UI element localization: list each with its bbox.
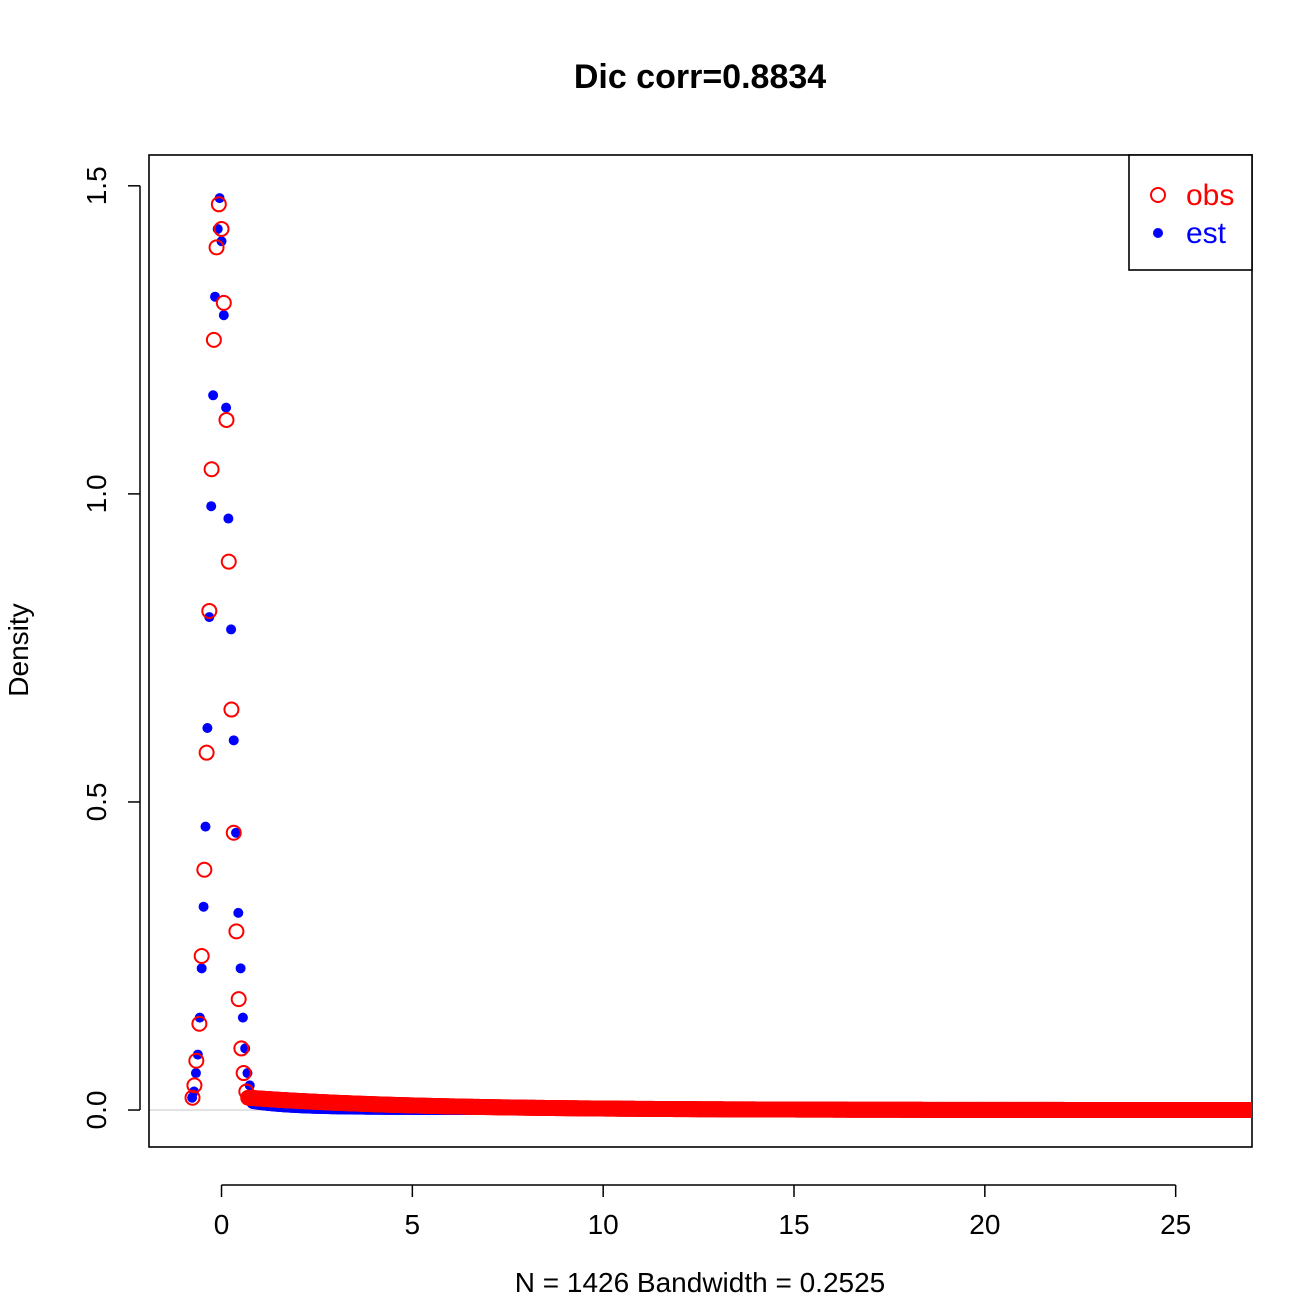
obs-point — [233, 1040, 250, 1057]
est-point — [237, 1012, 248, 1023]
obs-point — [215, 294, 232, 311]
x-tick-label: 5 — [405, 1209, 421, 1240]
x-tick-label: 20 — [969, 1209, 1000, 1240]
est-point — [233, 907, 244, 918]
obs-point — [230, 991, 247, 1008]
obs-point — [193, 947, 210, 964]
obs-point — [201, 602, 218, 619]
est-point — [223, 513, 234, 524]
est-point — [226, 624, 237, 635]
y-tick-label: 0.0 — [81, 1091, 112, 1130]
est-point — [206, 501, 217, 512]
obs-point — [225, 824, 242, 841]
legend-label-obs: obs — [1186, 179, 1234, 212]
x-axis-label: N = 1426 Bandwidth = 0.2525 — [515, 1267, 886, 1298]
est-point — [235, 963, 246, 974]
obs-point — [208, 239, 225, 256]
est-point — [198, 901, 209, 912]
est-point — [196, 963, 207, 974]
est-point — [218, 310, 229, 321]
obs-point — [228, 923, 245, 940]
obs-point — [186, 1077, 203, 1094]
y-tick-label: 1.0 — [81, 474, 112, 513]
x-tick-label: 15 — [778, 1209, 809, 1240]
legend: obs est — [1128, 154, 1253, 271]
legend-marker-est — [1153, 228, 1163, 238]
y-axis-label: Density — [3, 603, 34, 696]
obs-point — [213, 220, 230, 237]
obs-point — [205, 331, 222, 348]
plot-frame — [148, 154, 1253, 1148]
obs-point — [210, 196, 227, 213]
obs-point — [198, 744, 215, 761]
x-tick-label: 0 — [214, 1209, 230, 1240]
obs-point — [218, 411, 235, 428]
obs-point — [220, 553, 237, 570]
x-tick-label: 25 — [1160, 1209, 1191, 1240]
est-point — [200, 821, 211, 832]
legend-label-est: est — [1186, 217, 1227, 250]
legend-marker-obs — [1150, 187, 1166, 203]
obs-point — [196, 861, 213, 878]
y-tick-label: 0.5 — [81, 782, 112, 821]
obs-point — [191, 1015, 208, 1032]
obs-tail-point — [1244, 1102, 1252, 1118]
obs-point — [238, 1083, 255, 1100]
est-point — [202, 723, 213, 734]
obs-point — [235, 1065, 252, 1082]
legend-box — [1128, 154, 1253, 271]
data-points — [184, 193, 1252, 1118]
y-tick-label: 1.5 — [81, 166, 112, 205]
est-point — [190, 1068, 201, 1079]
est-point — [231, 827, 242, 838]
axes: 0 5 10 15 20 25 0.0 0.5 1.0 1.5 — [81, 154, 1253, 1240]
obs-point — [203, 461, 220, 478]
obs-point — [223, 701, 240, 718]
est-point — [228, 735, 239, 746]
est-point — [208, 390, 219, 401]
est-point — [221, 402, 232, 413]
est-point — [210, 291, 221, 302]
obs-point — [188, 1052, 205, 1069]
obs-point — [184, 1089, 201, 1106]
chart-title: Dic corr=0.8834 — [574, 58, 826, 96]
x-tick-label: 10 — [588, 1209, 619, 1240]
